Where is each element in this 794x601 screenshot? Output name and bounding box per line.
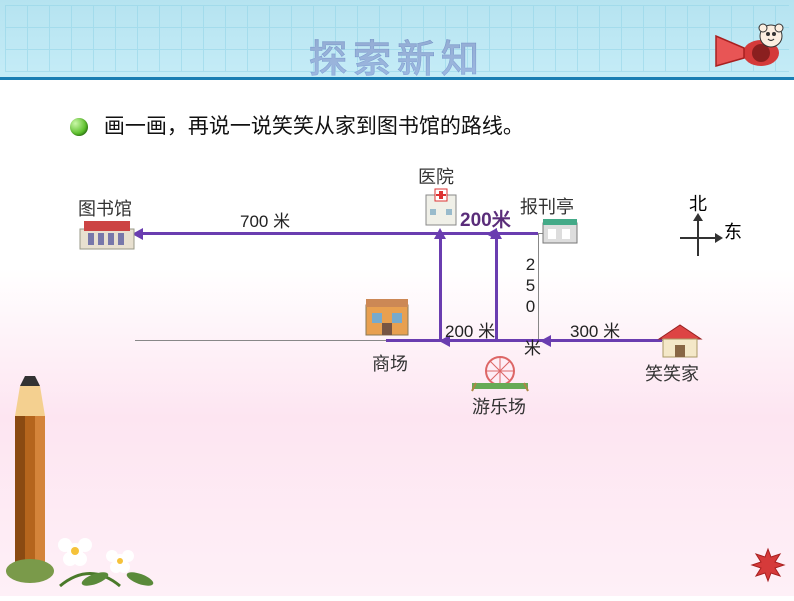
playground-icon [470, 353, 530, 398]
mall-icon [362, 295, 412, 344]
dist-300: 300 米 [570, 317, 620, 342]
route-north-mall [439, 233, 442, 342]
dist-200-top: 200米 [460, 205, 511, 232]
compass: 北 东 [676, 190, 720, 260]
library-icon [78, 215, 136, 258]
playground-label: 游乐场 [472, 393, 526, 419]
pencil-icon [0, 376, 90, 601]
route-to-library [138, 232, 442, 235]
newsstand-icon [540, 217, 580, 252]
home-label: 笑笑家 [645, 360, 699, 386]
compass-cross-icon [676, 216, 720, 260]
map-diagram: 图书馆 医院 报刊亭 商场 游乐场 笑笑家 700 米 200米 250 米 2… [40, 155, 760, 425]
library-label: 图书馆 [78, 195, 132, 221]
home-icon [655, 323, 705, 364]
bullet-icon [70, 118, 88, 136]
megaphone-icon [706, 18, 786, 83]
slide-title-text: 探索新知 [309, 39, 485, 81]
hospital-label: 医院 [418, 163, 454, 189]
instruction-row: 画一画，再说一说笑笑从家到图书馆的路线。 [70, 110, 524, 140]
dist-700: 700 米 [240, 207, 290, 232]
slide-title: 探索新知 [0, 28, 794, 83]
dist-250: 250 米 [518, 255, 543, 358]
dist-200-bottom: 200 米 [445, 317, 495, 342]
maple-leaf-icon [750, 547, 786, 588]
mall-label: 商场 [372, 350, 408, 376]
compass-east: 东 [724, 218, 742, 244]
hospital-icon [420, 187, 462, 234]
instruction-text: 画一画，再说一说笑笑从家到图书馆的路线。 [104, 115, 524, 138]
route-north-play [495, 233, 498, 342]
newsstand-label: 报刊亭 [520, 193, 574, 219]
